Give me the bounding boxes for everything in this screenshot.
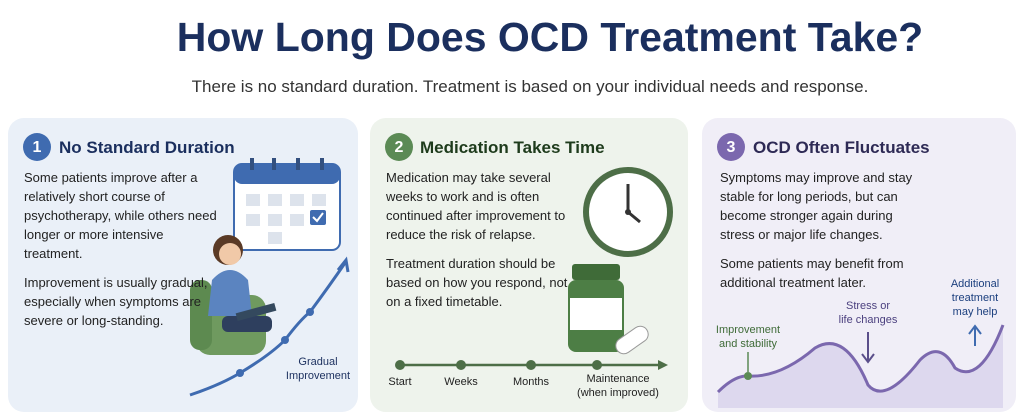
paragraph: Some patients improve after a relatively…	[24, 170, 217, 261]
subtitle: There is no standard duration. Treatment…	[191, 77, 869, 96]
title: How Long Does OCD Treatment Take?	[176, 14, 924, 60]
paragraph: Symptoms may improve and stay stable for…	[720, 170, 913, 242]
badge-number: 2	[395, 139, 404, 156]
illustration-label: life changes	[839, 314, 898, 326]
curve-dots	[236, 308, 314, 377]
illustration-label: treatment	[952, 292, 998, 304]
arrow-head	[658, 360, 668, 370]
clock-icon	[583, 167, 673, 257]
illustration-labels: Gradual Improvement Start Weeks Months Mainte…	[286, 278, 999, 399]
number-badge	[23, 133, 51, 161]
up-arrow	[968, 324, 982, 346]
arrow-head	[336, 256, 350, 273]
badge-number: 1	[33, 139, 42, 156]
person-illustration	[190, 235, 277, 355]
paragraph: Treatment duration should be based on ho…	[386, 256, 568, 309]
card-text: Symptoms may improve and stay stable for…	[720, 168, 915, 302]
card-bg	[702, 118, 1016, 412]
illustration-label: Additional	[951, 278, 999, 290]
illustration-label: Improvement	[286, 370, 350, 382]
illustration-label: Gradual	[298, 356, 337, 368]
illustration-label: Weeks	[444, 376, 478, 388]
wave-area	[718, 325, 1003, 408]
card-title: OCD Often Fluctuates	[753, 138, 930, 157]
illustration-label: Stress or	[846, 300, 890, 312]
card-title: Medication Takes Time	[420, 138, 605, 157]
illustration-label: Months	[513, 376, 550, 388]
bottle-icon	[568, 264, 649, 355]
paragraph: Improvement is usually gradual, especial…	[24, 275, 208, 328]
calendar-icon	[233, 158, 341, 251]
illustration-label: Improvement	[716, 324, 780, 336]
paragraph: Some patients may benefit from additiona…	[720, 256, 904, 290]
illustration-label: may help	[953, 306, 998, 318]
illustration-label: Maintenance	[587, 373, 650, 385]
down-arrow	[861, 332, 875, 364]
paragraph: Medication may take several weeks to wor…	[386, 170, 566, 242]
illustration-label: and stability	[719, 338, 778, 350]
timeline-dots	[395, 360, 602, 370]
card-text: Some patients improve after a relatively…	[24, 168, 224, 340]
card-title: No Standard Duration	[59, 138, 235, 157]
card-text: Medication may take several weeks to wor…	[386, 168, 582, 321]
marker-dot	[744, 372, 752, 380]
badge-number: 3	[727, 139, 736, 156]
number-badge	[385, 133, 413, 161]
illustration-label: Start	[388, 376, 411, 388]
number-badge	[717, 133, 745, 161]
illustration-label: (when improved)	[577, 387, 659, 399]
